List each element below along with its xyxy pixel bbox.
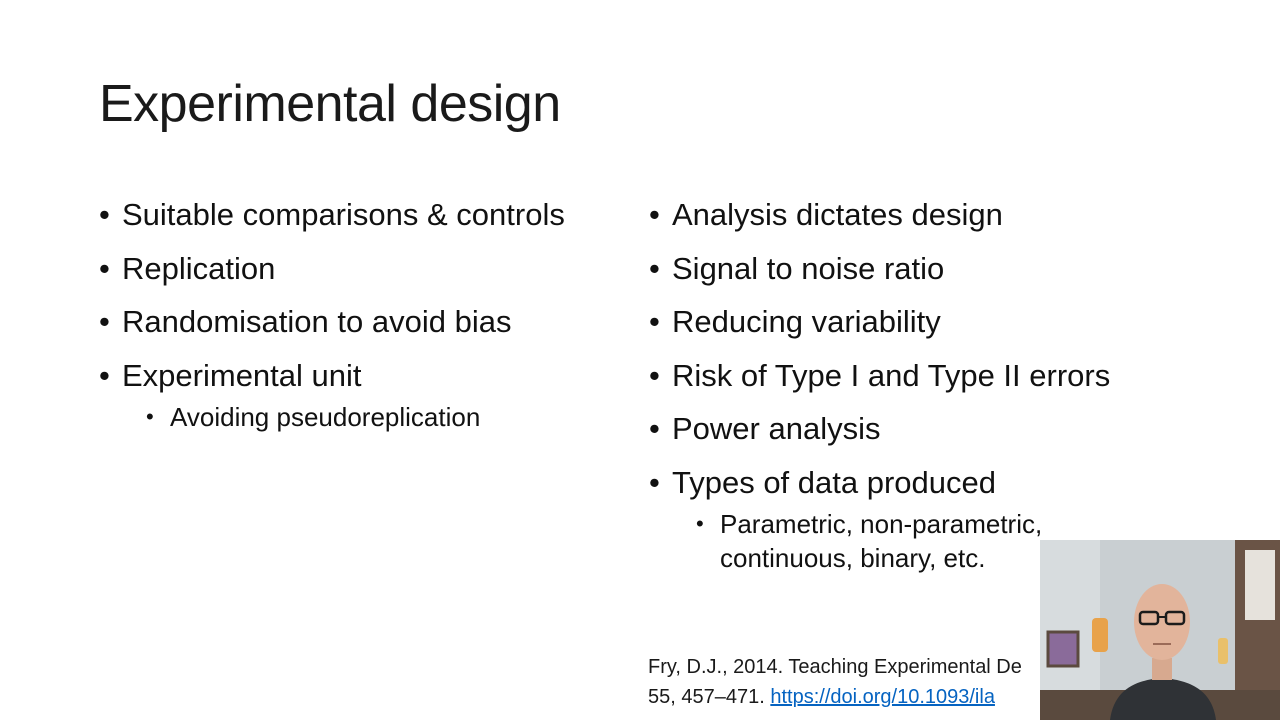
bullet-item: Power analysis [649,408,1169,450]
reference-line-1: Fry, D.J., 2014. Teaching Experimental D… [648,656,1022,678]
bullet-item: Randomisation to avoid bias [99,301,629,343]
bullet-item: Types of data produced [649,462,1169,504]
bullet-item: Reducing variability [649,301,1169,343]
right-column: Analysis dictates design Signal to noise… [649,194,1169,575]
bullet-item: Replication [99,248,629,290]
sub-bullet-item: Parametric, non-parametric, continuous, … [696,507,1100,575]
doi-link[interactable]: https://doi.org/10.1093/ila [770,686,995,708]
reference-citation: Fry, D.J., 2014. Teaching Experimental D… [648,652,1022,712]
reference-volume-pages: 55, 457–471. [648,686,771,708]
webcam-overlay [1040,540,1280,720]
bullet-item: Risk of Type I and Type II errors [649,355,1169,397]
reference-line-2: 55, 457–471. https://doi.org/10.1093/ila [648,682,1022,712]
bullet-item: Experimental unit [99,355,629,397]
sub-bullet-item: Avoiding pseudoreplication [146,400,629,434]
webcam-presenter-video-icon [1040,540,1280,720]
left-column: Suitable comparisons & controls Replicat… [99,194,629,434]
bullet-item: Analysis dictates design [649,194,1169,236]
slide-title: Experimental design [99,75,561,133]
bullet-item: Signal to noise ratio [649,248,1169,290]
bullet-item: Suitable comparisons & controls [99,194,629,236]
